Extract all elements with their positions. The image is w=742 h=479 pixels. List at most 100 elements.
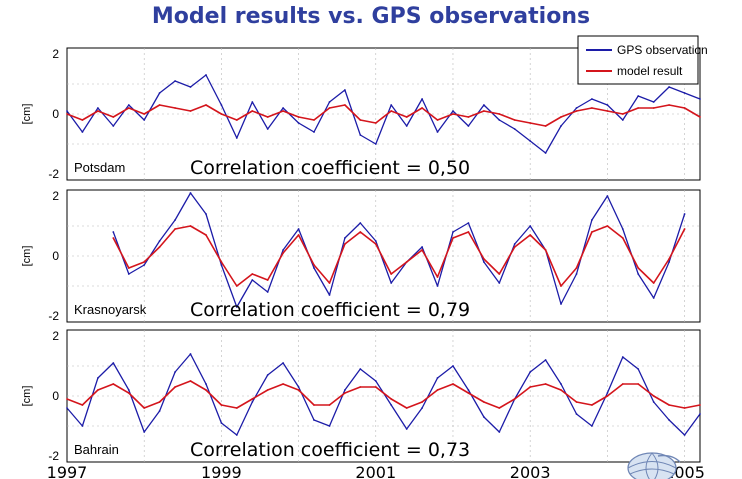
data-point-model (174, 386, 177, 388)
series-line-model (66, 104, 701, 127)
data-point-model (606, 395, 609, 397)
data-point-gps (483, 416, 485, 418)
data-point-model (112, 383, 115, 385)
data-point-model (359, 386, 362, 388)
data-point-gps (328, 101, 331, 103)
correlation-annotation: Correlation coefficient = 0,79 (190, 299, 470, 321)
data-point-gps (235, 137, 238, 139)
y-tick-label: 2 (52, 189, 59, 203)
data-point-model (467, 116, 470, 118)
data-point-gps (560, 303, 562, 305)
data-point-gps (174, 371, 177, 373)
data-point-model (560, 389, 562, 391)
data-point-model (513, 119, 516, 121)
data-point-gps (374, 380, 377, 382)
correlation-annotation: Correlation coefficient = 0,73 (190, 439, 470, 461)
data-point-model (313, 404, 315, 406)
data-point-gps (637, 273, 640, 275)
data-point-gps (683, 434, 686, 436)
data-point-gps (81, 131, 84, 133)
data-point-model (421, 401, 423, 403)
data-point-gps (235, 306, 238, 308)
data-point-model (652, 107, 655, 109)
data-point-gps (97, 377, 99, 379)
data-point-model (251, 273, 254, 275)
data-point-gps (97, 107, 99, 109)
data-point-model (498, 113, 501, 115)
data-point-model (621, 383, 624, 385)
data-point-gps (297, 228, 300, 230)
data-point-model (282, 110, 284, 112)
data-point-model (467, 231, 470, 233)
data-point-gps (591, 425, 593, 427)
data-point-model (498, 273, 501, 275)
data-point-gps (266, 291, 269, 293)
data-point-model (251, 110, 254, 112)
data-point-model (81, 404, 84, 406)
data-point-model (235, 407, 238, 409)
data-point-gps (452, 110, 454, 112)
data-point-gps (529, 371, 532, 373)
data-point-gps (344, 237, 346, 239)
data-point-model (189, 110, 192, 112)
data-point-gps (575, 107, 578, 109)
data-point-model (112, 237, 115, 239)
data-point-gps (436, 285, 439, 287)
legend-box (577, 35, 699, 85)
data-point-model (637, 107, 640, 109)
data-point-gps (390, 404, 393, 406)
data-point-model (513, 398, 516, 400)
data-point-model (668, 258, 670, 260)
data-point-model (344, 243, 346, 245)
data-point-gps (174, 219, 177, 221)
data-point-gps (683, 213, 686, 215)
data-point-model (390, 398, 393, 400)
data-point-model (405, 407, 408, 409)
data-point-model (421, 249, 423, 251)
data-point-gps (421, 98, 423, 100)
correlation-annotation: Correlation coefficient = 0,50 (190, 157, 470, 179)
data-point-model (421, 107, 423, 109)
data-point-gps (313, 267, 315, 269)
data-point-model (436, 389, 439, 391)
data-point-gps (467, 222, 470, 224)
series-line-gps (66, 74, 701, 154)
data-point-gps (359, 222, 362, 224)
data-point-gps (66, 110, 68, 112)
data-point-model (544, 125, 547, 127)
data-point-model (158, 401, 161, 403)
data-point-gps (668, 419, 670, 421)
data-point-model (189, 380, 192, 382)
data-point-model (652, 395, 655, 397)
data-point-gps (112, 231, 115, 233)
data-point-model (390, 273, 393, 275)
data-point-gps (498, 431, 501, 433)
data-point-model (591, 404, 593, 406)
data-point-model (591, 231, 593, 233)
data-point-model (235, 119, 238, 121)
data-point-model (452, 237, 454, 239)
data-point-model (344, 392, 346, 394)
data-point-model (313, 264, 315, 266)
data-point-model (174, 228, 177, 230)
data-point-model (189, 225, 192, 227)
data-point-model (575, 267, 578, 269)
data-point-gps (560, 383, 562, 385)
data-point-gps (390, 104, 393, 106)
data-point-gps (220, 422, 223, 424)
data-point-gps (297, 386, 300, 388)
data-point-gps (374, 240, 377, 242)
data-point-model (637, 267, 640, 269)
data-point-model (390, 110, 393, 112)
data-point-model (205, 104, 207, 106)
data-point-model (606, 110, 609, 112)
data-point-model (266, 116, 269, 118)
data-point-gps (421, 407, 423, 409)
data-point-model (143, 261, 146, 263)
data-point-model (158, 246, 161, 248)
data-point-model (699, 116, 701, 118)
data-point-model (66, 113, 68, 115)
data-point-gps (127, 389, 130, 391)
x-tick-label: 1997 (47, 463, 88, 479)
data-point-gps (606, 195, 609, 197)
